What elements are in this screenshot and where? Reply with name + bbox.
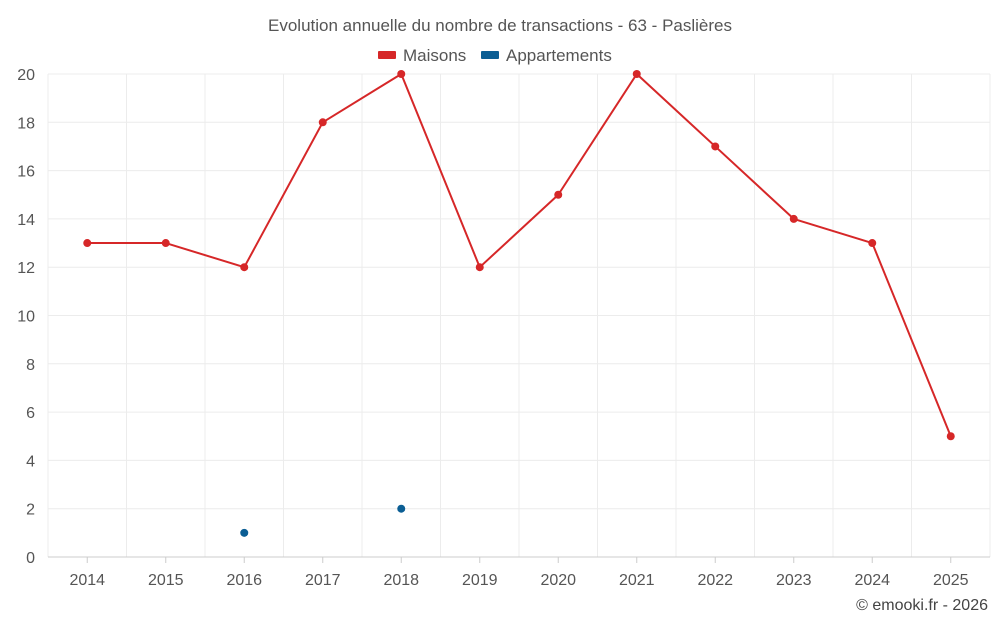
data-point-appartements-2018[interactable] <box>397 504 406 513</box>
x-tick-label: 2020 <box>540 572 576 589</box>
legend-label-maisons: Maisons <box>403 46 466 65</box>
credit-text: © emooki.fr - 2026 <box>856 597 988 614</box>
data-point-appartements-2016[interactable] <box>240 528 249 537</box>
y-tick-label: 4 <box>26 453 35 470</box>
series-maisons <box>83 70 955 441</box>
data-point-maisons-2024[interactable] <box>868 239 877 248</box>
legend-label-appartements: Appartements <box>506 46 612 65</box>
y-tick-label: 18 <box>17 115 35 132</box>
x-tick-label: 2023 <box>776 572 812 589</box>
data-point-maisons-2014[interactable] <box>83 239 92 248</box>
legend: Maisons Appartements <box>378 46 612 65</box>
data-point-maisons-2017[interactable] <box>318 118 327 127</box>
data-point-maisons-2016[interactable] <box>240 263 249 272</box>
chart-title: Evolution annuelle du nombre de transact… <box>268 16 732 35</box>
x-tick-label: 2022 <box>697 572 733 589</box>
y-tick-label: 6 <box>26 405 35 422</box>
data-point-maisons-2023[interactable] <box>789 214 798 223</box>
x-tick-label: 2014 <box>69 572 105 589</box>
axes: 0 2 4 6 8 10 12 14 16 18 20 2014 2015 2016 2017 2018 201… <box>17 67 990 589</box>
x-tick-label: 2017 <box>305 572 341 589</box>
y-tick-label: 8 <box>26 357 35 374</box>
grid <box>47 73 991 558</box>
legend-item-maisons[interactable]: Maisons <box>378 46 466 65</box>
data-point-maisons-2015[interactable] <box>161 239 170 248</box>
y-tick-label: 12 <box>17 260 35 277</box>
data-point-maisons-2019[interactable] <box>475 263 484 272</box>
y-tick-label: 0 <box>26 550 35 567</box>
x-tick-label: 2018 <box>383 572 419 589</box>
legend-item-appartements[interactable]: Appartements <box>481 46 612 65</box>
series-appartements <box>240 504 406 537</box>
data-point-maisons-2020[interactable] <box>554 190 563 199</box>
series <box>83 70 955 537</box>
x-tick-label: 2021 <box>619 572 655 589</box>
x-tick-label: 2024 <box>854 572 890 589</box>
data-point-maisons-2021[interactable] <box>632 70 641 78</box>
y-tick-label: 14 <box>17 212 35 229</box>
y-tick-label: 10 <box>17 309 35 326</box>
data-point-maisons-2018[interactable] <box>397 70 406 78</box>
y-tick-label: 16 <box>17 164 35 181</box>
x-tick-label: 2025 <box>933 572 969 589</box>
y-tick-label: 2 <box>26 502 35 519</box>
data-point-maisons-2025[interactable] <box>946 432 955 441</box>
data-point-maisons-2022[interactable] <box>711 142 720 151</box>
series-line-maisons <box>87 73 952 437</box>
legend-swatch-maisons <box>378 51 396 59</box>
y-tick-label: 20 <box>17 67 35 84</box>
legend-swatch-appartements <box>481 51 499 59</box>
x-tick-label: 2016 <box>226 572 262 589</box>
x-tick-label: 2015 <box>148 572 184 589</box>
x-tick-label: 2019 <box>462 572 498 589</box>
